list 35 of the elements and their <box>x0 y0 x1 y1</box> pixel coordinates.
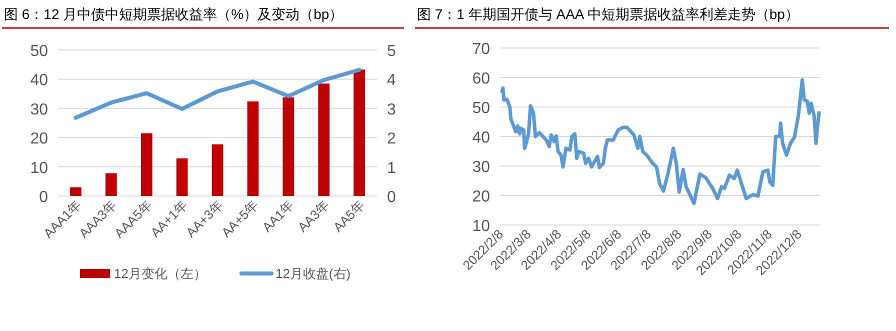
y2-tick-label: 5 <box>387 43 396 60</box>
y-tick-label: 10 <box>472 218 490 235</box>
chart-title: 图 6：12 月中债中短期票据收益率（%）及变动（bp） <box>4 6 344 22</box>
bar <box>176 158 188 196</box>
y-tick-label: 50 <box>30 43 48 60</box>
bar <box>212 144 224 196</box>
y-tick-label: 10 <box>30 160 48 177</box>
y-tick-label: 40 <box>30 72 48 90</box>
legend-label: 12月收盘(右) <box>275 266 351 281</box>
y2-tick-label: 3 <box>387 101 396 118</box>
bar <box>70 187 82 196</box>
line-series <box>74 68 362 120</box>
y-tick-label: 20 <box>30 130 48 148</box>
line-series <box>500 78 821 206</box>
x-tick-label: AA1年 <box>259 198 297 235</box>
y2-tick-label: 4 <box>387 72 396 90</box>
y-tick-label: 30 <box>472 159 490 176</box>
y-tick-label: 60 <box>472 70 490 88</box>
y-tick-label: 30 <box>30 101 48 118</box>
bar <box>318 84 330 196</box>
bar <box>247 101 259 196</box>
bar <box>140 133 152 196</box>
legend-label: 12月变化（左） <box>114 266 206 281</box>
y-tick-label: 40 <box>472 130 490 146</box>
y-tick-label: 50 <box>472 100 490 117</box>
y-tick-label: 0 <box>39 189 48 206</box>
bar <box>105 173 117 196</box>
bar <box>282 97 294 196</box>
chart-title: 图 7：1 年期国开债与 AAA 中短期票据收益率利差走势（bp） <box>417 6 799 22</box>
y2-tick-label: 2 <box>387 130 396 148</box>
y2-tick-label: 1 <box>387 160 396 177</box>
y-tick-label: 20 <box>472 188 490 206</box>
bar <box>354 70 365 196</box>
y2-tick-label: 0 <box>387 189 396 206</box>
y-tick-label: 70 <box>472 41 490 58</box>
